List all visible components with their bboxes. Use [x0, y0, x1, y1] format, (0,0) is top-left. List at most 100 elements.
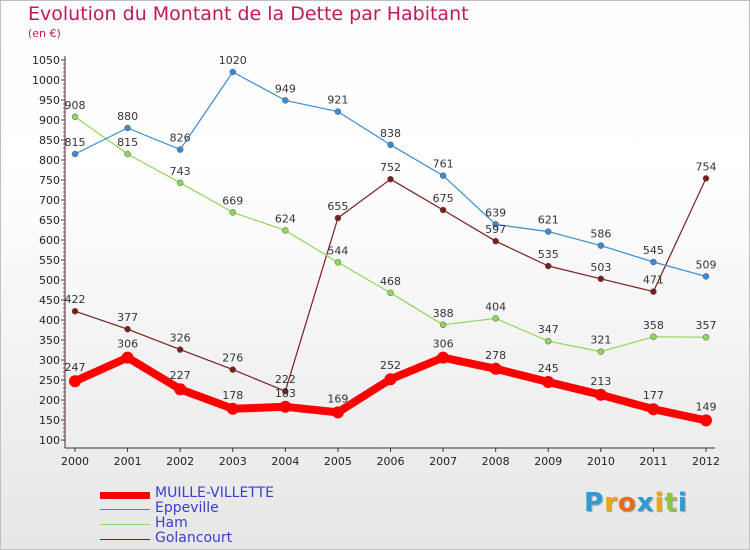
data-label: 544 [327, 244, 348, 257]
data-point [702, 175, 710, 182]
data-point [545, 337, 552, 345]
data-point [71, 150, 79, 158]
data-label: 468 [380, 275, 401, 288]
data-point [176, 146, 184, 153]
legend-swatch [100, 539, 150, 540]
data-label: 306 [117, 338, 138, 351]
data-point [489, 362, 502, 375]
data-point [71, 113, 79, 121]
data-label: 921 [327, 94, 348, 107]
data-point [700, 414, 712, 427]
data-point [279, 400, 292, 413]
data-label: 252 [380, 359, 401, 372]
x-tick-label: 2011 [639, 455, 667, 468]
data-label: 752 [380, 161, 401, 174]
proxiti-logo: Proxiti [584, 488, 688, 518]
data-point [176, 179, 184, 187]
data-label: 655 [327, 200, 348, 213]
data-point [229, 68, 236, 76]
x-tick-label: 2007 [429, 455, 457, 468]
y-tick-label: 100 [39, 434, 60, 447]
data-label: 503 [590, 261, 611, 274]
data-point [282, 387, 289, 395]
x-tick-label: 2001 [114, 455, 142, 468]
x-tick-label: 2010 [587, 455, 615, 468]
data-label: 815 [117, 136, 138, 149]
data-point [71, 307, 79, 315]
y-tick-label: 750 [39, 174, 60, 187]
data-label: 838 [380, 127, 401, 140]
y-tick-label: 350 [39, 334, 60, 347]
x-tick-label: 2004 [271, 455, 299, 468]
data-label: 177 [643, 389, 664, 402]
x-tick-label: 2002 [166, 455, 194, 468]
data-point [331, 406, 344, 419]
data-label: 388 [433, 307, 454, 320]
data-label: 357 [696, 319, 717, 332]
logo-letter: x [636, 488, 655, 518]
y-tick-label: 700 [39, 194, 60, 207]
line-chart: 100 150 200 250 300 350 400 450 500 550 600 650 700 7… [32, 54, 720, 468]
data-point [650, 333, 657, 341]
data-point [69, 375, 81, 388]
logo-letter: t [664, 488, 678, 518]
data-label: 278 [485, 349, 506, 362]
x-tick-label: 2009 [534, 455, 562, 468]
data-point [492, 221, 499, 228]
x-tick-label: 2008 [482, 455, 510, 468]
data-point [229, 209, 236, 216]
data-label: 509 [696, 258, 717, 271]
data-label: 624 [275, 212, 296, 225]
data-point [334, 108, 342, 115]
data-label: 545 [643, 244, 664, 257]
y-tick-label: 200 [39, 394, 60, 407]
y-tick-label: 450 [39, 294, 60, 307]
data-point [124, 150, 131, 158]
legend-label: MUILLE-VILLETTE [155, 485, 274, 501]
data-point [439, 206, 447, 214]
data-point [492, 315, 499, 322]
data-point [124, 124, 131, 132]
legend-label: Golancourt [155, 530, 233, 546]
data-label: 213 [590, 375, 611, 388]
data-label: 754 [696, 160, 717, 173]
legend-swatch [100, 509, 150, 510]
x-tick-label: 2005 [324, 455, 352, 468]
data-label: 245 [538, 362, 559, 375]
data-label: 306 [433, 338, 454, 351]
chart-subtitle: (en €) [28, 27, 61, 40]
data-point [282, 227, 289, 234]
data-label: 222 [275, 373, 296, 386]
logo-letter: i [677, 488, 688, 518]
x-tick-label: 2006 [377, 455, 405, 468]
y-tick-label: 900 [39, 114, 60, 127]
data-label: 377 [117, 311, 138, 324]
data-point [545, 262, 552, 270]
data-label: 669 [222, 194, 243, 207]
data-point [174, 383, 187, 396]
data-point [334, 259, 342, 266]
data-point [176, 346, 184, 353]
data-label: 247 [65, 361, 86, 374]
series-line-ham [74, 116, 707, 353]
data-label: 321 [590, 334, 611, 347]
data-label: 880 [117, 110, 138, 123]
data-label: 358 [643, 319, 664, 332]
data-point [229, 366, 236, 373]
x-tick-label: 2000 [61, 455, 89, 468]
data-point [597, 242, 605, 249]
data-point [650, 288, 657, 295]
data-point [702, 273, 710, 280]
legend-swatch [100, 492, 150, 499]
data-label: 586 [590, 228, 611, 241]
y-tick-label: 250 [39, 374, 60, 387]
data-point [384, 373, 397, 386]
data-label: 471 [643, 274, 664, 287]
y-tick-label: 650 [39, 214, 60, 227]
logo-letter: i [654, 488, 665, 518]
data-label: 404 [485, 300, 506, 313]
data-label: 169 [327, 392, 348, 405]
data-label: 178 [222, 389, 243, 402]
y-tick-label: 850 [39, 134, 60, 147]
